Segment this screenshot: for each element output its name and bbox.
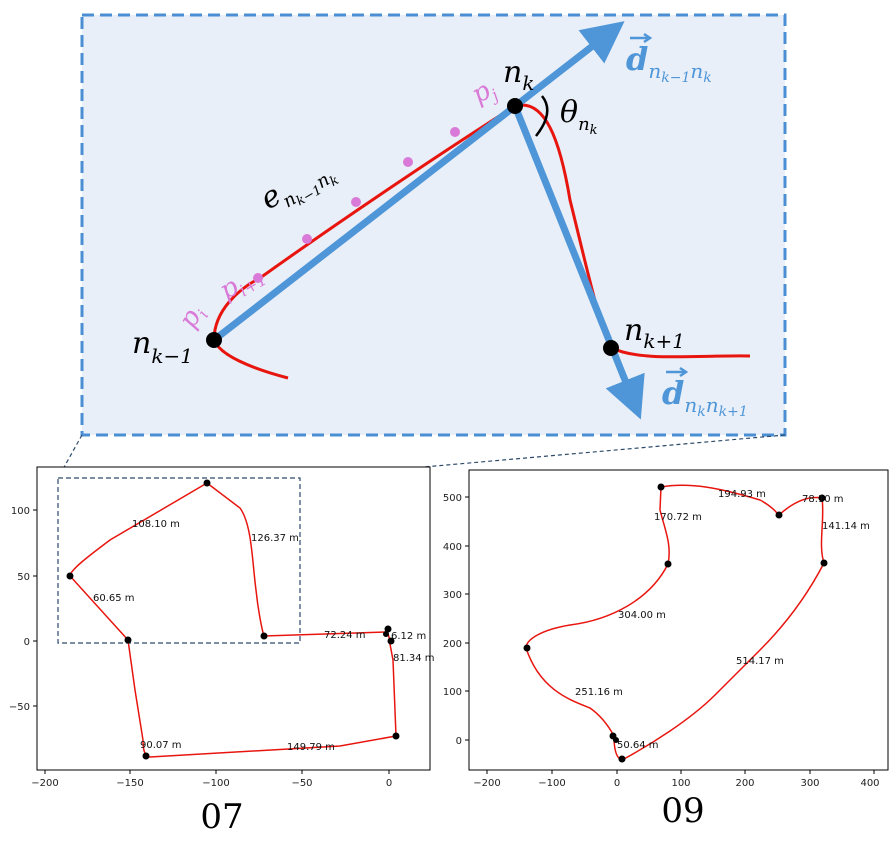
node-prev: [206, 332, 222, 348]
plot-09-x-ticks: −200 −100 0 100 200 300 400: [473, 770, 880, 789]
plot-09: −200 −100 0 100 200 300 400 500 400 300 …: [443, 469, 889, 831]
svg-text:−150: −150: [116, 778, 143, 789]
plot-07-y-ticks: 100 50 0 −50: [9, 506, 37, 713]
svg-text:0: 0: [456, 736, 462, 747]
plot-09-edge-label: 170.72 m: [654, 512, 702, 523]
angle-arc: [535, 95, 549, 137]
svg-text:500: 500: [443, 493, 462, 504]
svg-text:dnk−1nk: dnk−1nk: [626, 40, 712, 86]
svg-text:50: 50: [17, 572, 30, 583]
svg-text:0: 0: [24, 637, 30, 648]
svg-text:100: 100: [443, 687, 462, 698]
plot-09-edge-label: 304.00 m: [618, 610, 666, 621]
node-next: [603, 340, 619, 356]
trajectory-point: [351, 197, 361, 207]
svg-text:−200: −200: [473, 778, 500, 789]
plot-09-edge-label: 194.93 m: [718, 489, 766, 500]
zoom-connector-left: [57, 434, 83, 479]
plot-07-nodes: [66, 479, 400, 760]
plot-07-edge-label: 72.24 m: [324, 630, 366, 641]
svg-text:−100: −100: [202, 778, 229, 789]
trajectory-point: [253, 273, 263, 283]
svg-text:400: 400: [443, 542, 462, 553]
plot-09-edge-label: 251.16 m: [575, 687, 623, 698]
plot-07-edge-label: 60.65 m: [93, 593, 135, 604]
node-cur: [507, 98, 523, 114]
plot-07-x-ticks: −200 −150 −100 −50 0: [31, 770, 392, 789]
label-d1: dnk−1nk: [626, 32, 712, 86]
label-d2: dnknk+1: [662, 366, 748, 420]
svg-text:0: 0: [614, 778, 620, 789]
svg-text:−100: −100: [538, 778, 565, 789]
svg-text:100: 100: [11, 506, 30, 517]
direction-arrow-1: [211, 21, 625, 343]
svg-text:dnknk+1: dnknk+1: [662, 374, 748, 420]
plot-09-edge-label: 514.17 m: [736, 656, 784, 667]
plot-07-edge-label: 90.07 m: [140, 740, 182, 751]
plot-09-edge-label: 50.64 m: [617, 740, 659, 751]
label-node-next: nk+1: [624, 313, 685, 353]
plot-07-frame: [36, 466, 431, 771]
svg-text:0: 0: [386, 778, 392, 789]
trajectory-point: [302, 234, 312, 244]
plot-07-edge-label: 81.34 m: [393, 653, 435, 664]
plot-07-edge-label: 108.10 m: [132, 519, 180, 530]
plot-09-edge-label: 78.10 m: [802, 494, 844, 505]
diagram-box: [80, 13, 787, 437]
svg-text:−50: −50: [9, 702, 30, 713]
plot-07-zoom-rect: [57, 477, 301, 644]
svg-text:100: 100: [671, 778, 690, 789]
plot-09-caption: 09: [661, 791, 704, 831]
plot-07-edge-label: 6.12 m: [391, 631, 426, 642]
svg-text:200: 200: [735, 778, 754, 789]
zoom-diagram: nk−1 nk nk+1 enk−1nk pi pi+1 pj θnk dnk−…: [80, 13, 787, 437]
plot-09-frame: [468, 469, 889, 771]
svg-text:200: 200: [443, 639, 462, 650]
plot-07-edge-label: 149.79 m: [287, 742, 335, 753]
trajectory-point: [450, 127, 460, 137]
plot-07-edge-label: 126.37 m: [251, 533, 299, 544]
svg-text:300: 300: [800, 778, 819, 789]
trajectory-point: [403, 157, 413, 167]
plot-09-edge-label: 141.14 m: [822, 521, 870, 532]
label-node-prev: nk−1: [132, 326, 193, 368]
plot-07: −200 −150 −100 −50 0 100 50 0 −50: [9, 466, 435, 837]
svg-text:−50: −50: [291, 778, 312, 789]
plot-09-y-ticks: 500 400 300 200 100 0: [443, 493, 469, 747]
label-node-cur: nk: [503, 55, 534, 95]
label-theta: θnk: [560, 95, 598, 138]
svg-text:400: 400: [860, 778, 879, 789]
svg-text:300: 300: [443, 590, 462, 601]
svg-text:−200: −200: [31, 778, 58, 789]
plot-09-nodes: [523, 483, 828, 763]
plot-07-caption: 07: [200, 797, 243, 837]
